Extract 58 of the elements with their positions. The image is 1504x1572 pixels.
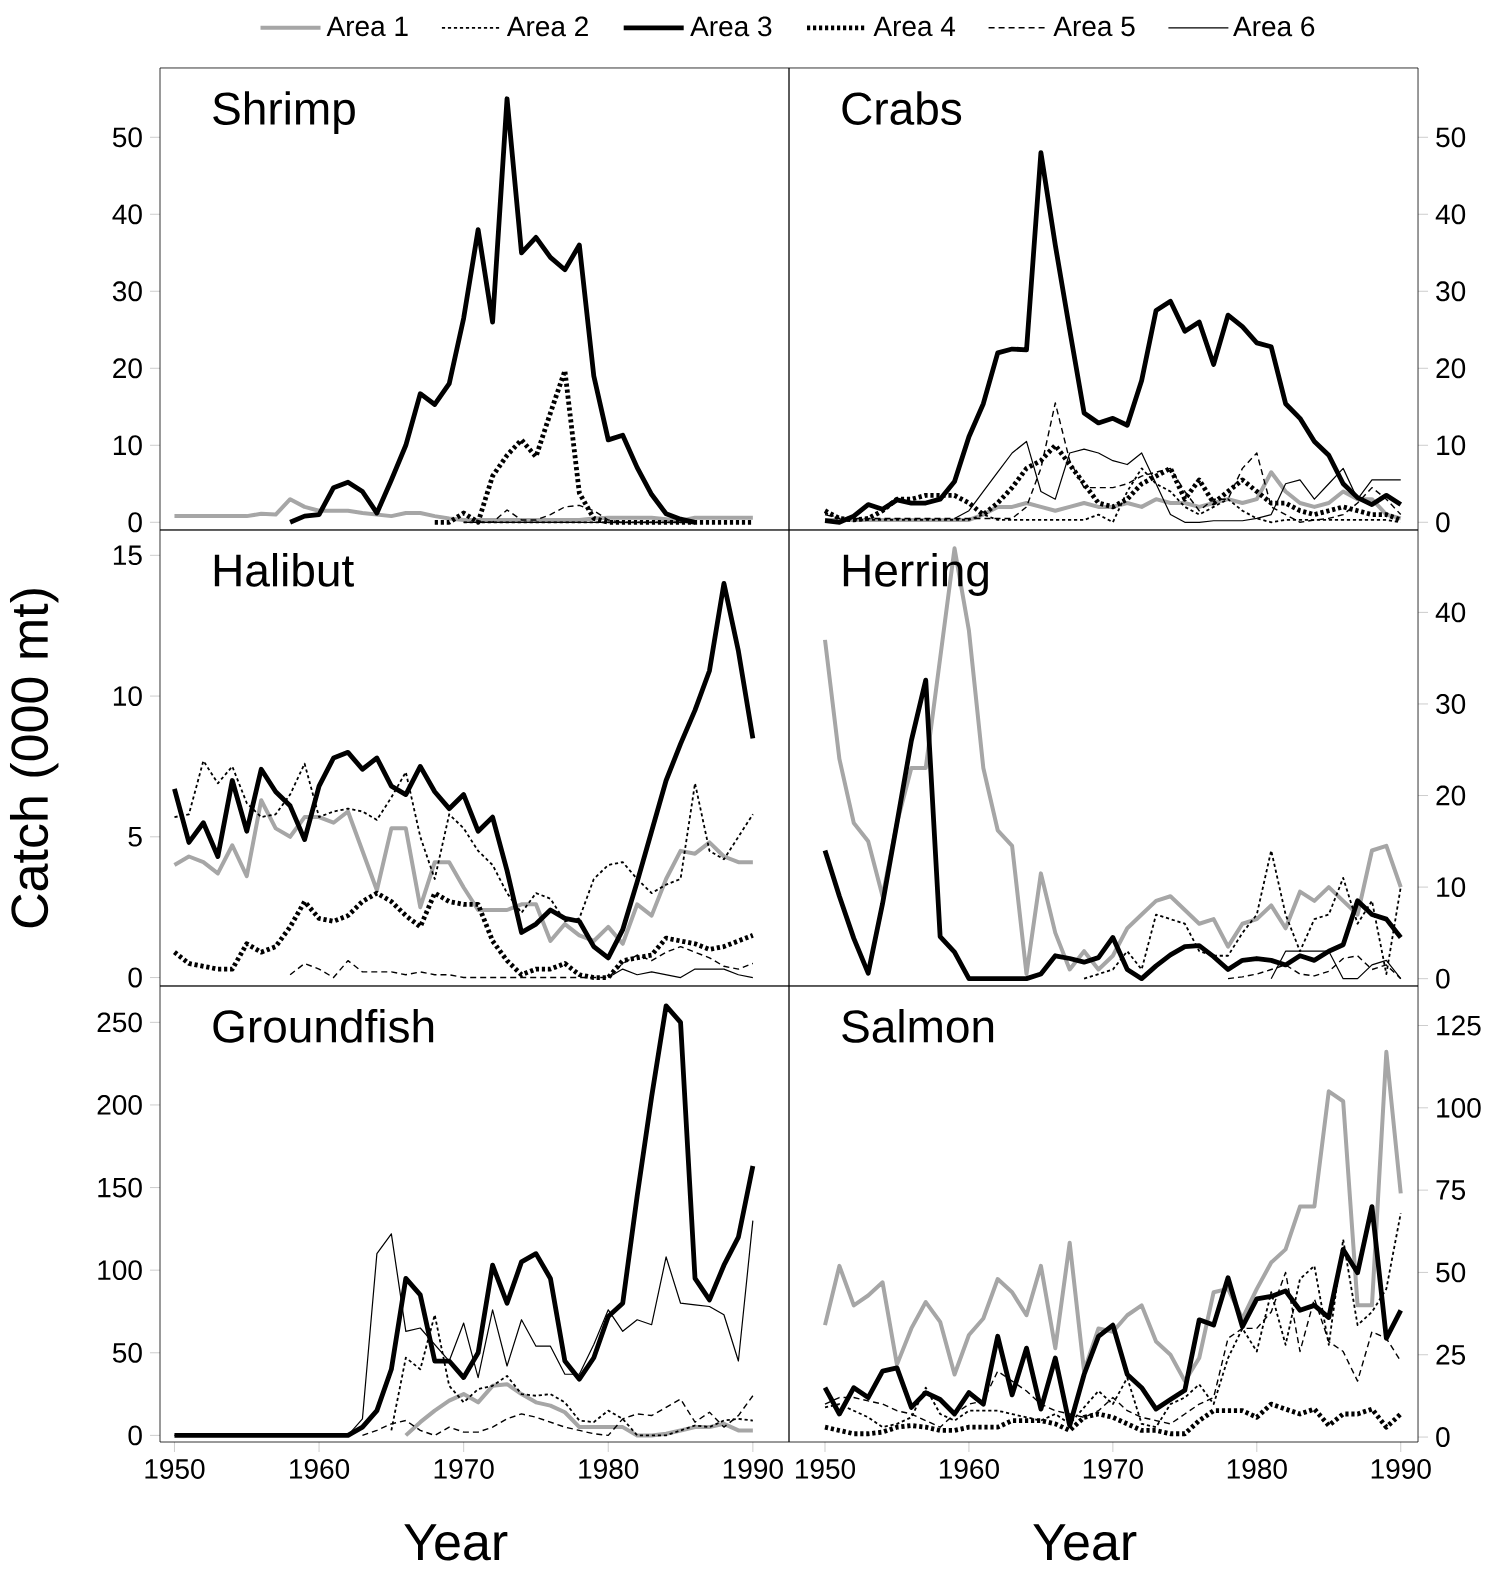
y-tick-label: 75 [1436, 1180, 1466, 1200]
y-tick-label: 40 [1435, 602, 1466, 623]
legend-label: Area 5 [1053, 16, 1135, 37]
legend-label: Area 2 [506, 16, 588, 37]
y-tick-label: 100 [98, 1260, 142, 1281]
chart-title: Herring [843, 553, 988, 596]
x-tick-label: 1990 [723, 1459, 783, 1479]
x-axis-title: Year [1033, 1524, 1137, 1561]
y-tick-label: 50 [1436, 127, 1466, 148]
y-tick-label: 15 [113, 545, 142, 566]
y-tick-label: 0 [128, 512, 142, 533]
legend-label: Area 3 [690, 16, 772, 37]
y-tick-label: 30 [112, 281, 142, 302]
x-tick-label: 1950 [145, 1459, 205, 1479]
y-tick-label: 0 [128, 967, 142, 988]
x-tick-label: 1990 [1371, 1459, 1431, 1479]
x-tick-label: 1950 [795, 1459, 856, 1479]
y-tick-label: 10 [1437, 877, 1466, 898]
x-tick-label: 1970 [434, 1459, 494, 1479]
y-tick-label: 10 [113, 686, 142, 706]
x-tick-label: 1970 [1083, 1459, 1143, 1479]
y-tick-label: 20 [113, 358, 142, 379]
y-tick-label: 50 [112, 1342, 142, 1363]
y-tick-label: 25 [1436, 1344, 1466, 1365]
y-tick-label: 20 [1436, 358, 1466, 379]
y-tick-label: 10 [113, 435, 142, 456]
chart-title: Salmon [842, 1009, 994, 1043]
chart-title: Groundfish [213, 1009, 434, 1043]
y-tick-label: 125 [1437, 1015, 1481, 1036]
legend-label: Area 4 [873, 16, 956, 37]
y-tick-label: 10 [1437, 435, 1466, 456]
legend-label: Area 6 [1233, 16, 1315, 37]
y-tick-label: 50 [1436, 1262, 1466, 1283]
chart-title: Shrimp [213, 91, 355, 135]
y-tick-label: 150 [98, 1177, 142, 1198]
y-tick-label: 0 [1436, 512, 1450, 533]
y-tick-label: 30 [1436, 281, 1466, 302]
legend-label: Area 1 [326, 16, 408, 37]
y-tick-label: 0 [128, 1425, 142, 1446]
y-tick-label: 250 [97, 1012, 142, 1033]
x-tick-label: 1960 [290, 1459, 350, 1479]
x-tick-label: 1980 [579, 1459, 639, 1479]
x-tick-label: 1960 [939, 1459, 999, 1479]
y-tick-label: 50 [112, 127, 142, 148]
chart-title: Halibut [214, 553, 354, 587]
y-tick-label: 0 [1436, 1427, 1450, 1447]
y-tick-label: 40 [1435, 204, 1466, 225]
y-tick-label: 40 [112, 204, 142, 225]
chart-title: Crabs [842, 91, 962, 125]
y-tick-label: 100 [1437, 1097, 1481, 1118]
x-axis-title: Year [404, 1524, 508, 1561]
y-tick-label: 5 [128, 827, 142, 847]
y-axis-title: Catch (000 mt) [9, 589, 59, 928]
y-tick-label: 200 [97, 1095, 142, 1115]
y-tick-label: 30 [1436, 694, 1466, 714]
x-tick-label: 1980 [1227, 1459, 1287, 1479]
y-tick-label: 0 [1436, 968, 1450, 989]
y-tick-label: 20 [1436, 785, 1466, 806]
